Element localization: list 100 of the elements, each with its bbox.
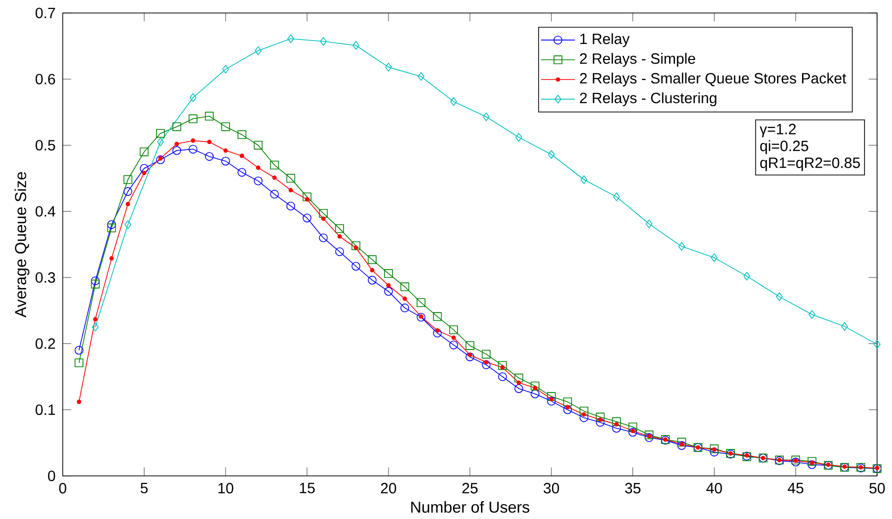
point	[743, 272, 750, 280]
point	[238, 130, 246, 139]
point	[157, 137, 164, 146]
point	[172, 122, 182, 131]
point	[302, 192, 312, 201]
annotation: γ=1.2	[760, 124, 796, 138]
point	[400, 282, 410, 291]
point	[808, 456, 816, 466]
x-tick-label: 45	[788, 482, 804, 494]
point	[107, 220, 116, 229]
y-tick-label: 0	[48, 470, 56, 481]
point	[256, 165, 260, 170]
point	[124, 186, 132, 196]
point	[710, 253, 718, 262]
point	[710, 444, 719, 453]
point	[335, 224, 344, 233]
point	[156, 128, 165, 138]
point	[320, 36, 327, 46]
annotation: qR1=qR2=0.85	[760, 157, 860, 171]
y-tick-label: 0.6	[36, 74, 56, 84]
point	[628, 422, 638, 432]
point	[710, 448, 719, 456]
point	[530, 389, 540, 398]
point	[482, 350, 491, 358]
y-axis-title: Average Queue Size	[14, 172, 30, 318]
legend-label: 2 Relays - Smaller Queue Stores Packet	[580, 72, 846, 86]
point	[484, 360, 488, 364]
point	[352, 40, 360, 50]
point	[174, 142, 179, 146]
point	[335, 247, 344, 256]
point	[140, 147, 149, 156]
y-tick-label: 0.4	[36, 206, 56, 216]
point	[482, 360, 491, 369]
point	[93, 316, 98, 322]
point	[432, 328, 442, 338]
point	[287, 34, 294, 43]
point	[514, 373, 524, 382]
point	[370, 268, 374, 272]
point	[646, 219, 652, 228]
y-tick-label: 0.5	[36, 140, 56, 150]
point	[547, 392, 556, 401]
point	[613, 192, 620, 201]
point	[109, 256, 114, 260]
point	[515, 132, 522, 142]
point	[530, 381, 540, 390]
point	[90, 276, 100, 285]
point	[582, 412, 586, 416]
point	[498, 360, 507, 370]
point	[188, 114, 198, 123]
point	[142, 170, 146, 176]
point	[368, 276, 377, 284]
legend-label: 2 Relays - Clustering	[580, 92, 716, 106]
point	[874, 340, 880, 348]
point	[841, 322, 848, 331]
point	[565, 404, 570, 410]
x-tick-label: 5	[140, 482, 148, 494]
point	[124, 220, 132, 229]
point	[221, 156, 230, 166]
point	[418, 72, 424, 81]
point	[272, 175, 277, 180]
point	[204, 152, 214, 161]
x-tick-label: 30	[544, 482, 560, 494]
legend-label: 1 Relay	[580, 33, 630, 47]
point	[450, 97, 458, 106]
point	[514, 384, 524, 393]
x-tick-label: 20	[380, 482, 396, 494]
point	[238, 168, 246, 177]
point	[90, 280, 100, 288]
point	[628, 428, 638, 436]
point	[270, 160, 279, 170]
point	[580, 175, 588, 184]
point	[500, 365, 505, 370]
point	[124, 175, 132, 184]
point	[678, 242, 686, 251]
point	[580, 413, 588, 422]
point	[204, 112, 214, 120]
y-tick-label: 0.7	[36, 8, 55, 18]
x-axis-title: Number of Users	[411, 500, 530, 513]
x-tick-label: 15	[300, 482, 315, 494]
point	[498, 372, 507, 381]
point	[614, 422, 619, 426]
point	[563, 405, 572, 414]
point	[808, 310, 816, 319]
point	[254, 140, 263, 150]
point	[352, 241, 360, 250]
point	[74, 346, 84, 354]
x-tick-label: 25	[462, 482, 478, 494]
point	[126, 202, 130, 206]
point	[451, 335, 456, 340]
point	[318, 208, 328, 218]
point	[402, 296, 407, 301]
x-tick-label: 10	[218, 482, 234, 494]
point	[385, 62, 392, 72]
point	[286, 174, 296, 182]
point	[598, 417, 602, 422]
point	[352, 262, 360, 270]
point	[596, 418, 605, 427]
y-tick-label: 0.1	[36, 404, 56, 415]
point	[466, 352, 474, 362]
point	[516, 380, 521, 385]
